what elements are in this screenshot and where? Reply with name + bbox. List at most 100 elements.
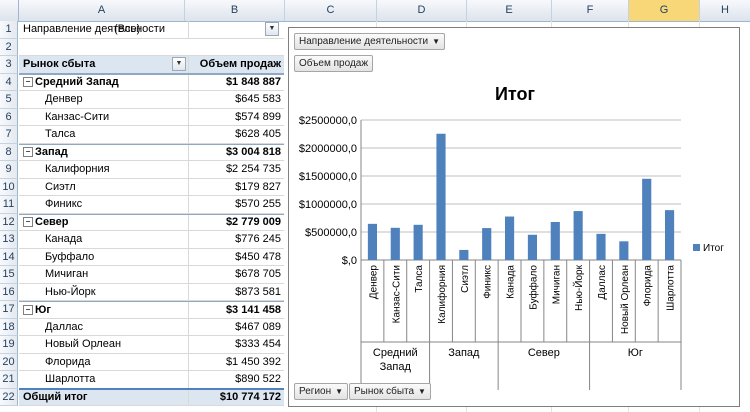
filter-dropdown-icon[interactable]: ▼: [265, 22, 279, 37]
row-value: $2 779 009: [225, 216, 281, 229]
bar: [527, 234, 537, 260]
market-label-cell[interactable]: Канада: [19, 231, 189, 248]
pivot-chart[interactable]: Направление деятельности ▼ Объем продаж И…: [288, 27, 740, 407]
row-header[interactable]: 4: [0, 73, 18, 91]
row-header[interactable]: 22: [0, 388, 18, 406]
market-label-cell[interactable]: Денвер: [19, 91, 189, 108]
row-value: $678 705: [235, 268, 281, 281]
bar: [367, 223, 377, 260]
grand-total-label: Общий итог: [19, 390, 189, 405]
region-label-cell[interactable]: − Средний Запад: [19, 74, 189, 90]
column-header-f[interactable]: F: [552, 0, 629, 21]
x-tick-label: Буффало: [527, 265, 539, 310]
row-value: $890 522: [235, 373, 281, 386]
market-label-cell[interactable]: Калифорния: [19, 161, 189, 178]
collapse-icon[interactable]: −: [23, 77, 33, 88]
row-value: $645 583: [235, 93, 281, 106]
market-label-cell[interactable]: Даллас: [19, 318, 189, 335]
row-value: $179 827: [235, 180, 281, 193]
row-label: Средний Запад: [35, 76, 119, 89]
market-label-cell[interactable]: Буффало: [19, 248, 189, 265]
row-header[interactable]: 16: [0, 283, 18, 301]
row-value: $333 454: [235, 338, 281, 351]
row-header[interactable]: 18: [0, 318, 18, 336]
row-label: Талса: [45, 128, 76, 141]
column-header-g[interactable]: G: [629, 0, 700, 21]
chart-filter-field-label: Направление деятельности: [299, 36, 429, 47]
x-tick-label: Флорида: [643, 265, 654, 307]
region-row: − Юг $3 141 458: [19, 301, 284, 319]
market-label-cell[interactable]: Нью-Йорк: [19, 283, 189, 300]
column-header-b[interactable]: B: [185, 0, 285, 21]
row-header[interactable]: 19: [0, 336, 18, 354]
collapse-icon[interactable]: −: [23, 147, 33, 158]
row-value: $450 478: [235, 250, 281, 263]
chart-title: Итог: [494, 84, 535, 104]
chart-axis-field-market-button[interactable]: Рынок сбыта ▼: [349, 383, 431, 400]
market-label-cell[interactable]: Талса: [19, 126, 189, 143]
row-labels-header[interactable]: Рынок сбыта ▼: [19, 56, 189, 73]
market-label-cell[interactable]: Шарлотта: [19, 371, 189, 388]
column-header-c[interactable]: C: [285, 0, 377, 21]
grand-total-value: $10 774 172: [219, 391, 281, 404]
row-label: Флорида: [45, 355, 91, 368]
chart-filter-field-button[interactable]: Направление деятельности ▼: [294, 33, 445, 50]
row-header[interactable]: 9: [0, 161, 18, 179]
row-header[interactable]: 14: [0, 248, 18, 266]
region-label-cell[interactable]: − Север: [19, 214, 189, 230]
row-header[interactable]: 17: [0, 301, 18, 319]
row-labels-filter-icon[interactable]: ▼: [172, 57, 186, 72]
y-tick-label: $,0: [342, 255, 357, 267]
row-header[interactable]: 12: [0, 213, 18, 231]
column-header-e[interactable]: E: [467, 0, 552, 21]
row-header[interactable]: 1: [0, 21, 18, 39]
x-tick-label: Финикс: [483, 265, 494, 299]
region-label-cell[interactable]: − Запад: [19, 144, 189, 160]
row-header[interactable]: 5: [0, 91, 18, 109]
column-header-d[interactable]: D: [377, 0, 467, 21]
column-header-h[interactable]: H: [700, 0, 750, 21]
row-header[interactable]: 20: [0, 353, 18, 371]
bar: [642, 178, 652, 260]
market-label-cell[interactable]: Финикс: [19, 196, 189, 213]
row-header[interactable]: 6: [0, 108, 18, 126]
market-label-cell[interactable]: Мичиган: [19, 266, 189, 283]
row-label: Запад: [35, 146, 68, 159]
collapse-icon[interactable]: −: [23, 304, 33, 315]
market-row: Денвер $645 583: [19, 91, 284, 109]
row-header[interactable]: 8: [0, 143, 18, 161]
row-header[interactable]: 7: [0, 126, 18, 144]
pivot-header-row: Рынок сбыта ▼ Объем продаж: [19, 56, 284, 74]
x-tick-label: Сиэтл: [460, 265, 471, 293]
chart-axis-field-region-button[interactable]: Регион ▼: [294, 383, 349, 400]
filter-value-cell[interactable]: (Все) ▼: [114, 21, 284, 38]
market-label-cell[interactable]: Сиэтл: [19, 178, 189, 195]
x-tick-label: Талса: [414, 265, 425, 293]
chart-value-field-button[interactable]: Объем продаж: [294, 55, 374, 72]
market-label-cell[interactable]: Канзас-Сити: [19, 108, 189, 125]
row-header[interactable]: 2: [0, 38, 18, 56]
row-label: Север: [35, 216, 69, 229]
column-header-a[interactable]: A: [19, 0, 185, 21]
x-tick-label: Новый Орлеан: [620, 265, 631, 334]
market-row: Даллас $467 089: [19, 318, 284, 336]
group-label: Запад: [448, 347, 480, 359]
row-header[interactable]: 3: [0, 56, 18, 74]
x-tick-label: Шарлотта: [666, 265, 677, 311]
y-tick-label: $1000000,0: [299, 199, 357, 211]
bar: [619, 241, 629, 260]
row-value: $1 848 887: [225, 76, 281, 89]
row-label: Денвер: [45, 93, 83, 106]
select-all-corner[interactable]: [0, 0, 19, 21]
region-label-cell[interactable]: − Юг: [19, 302, 189, 318]
market-label-cell[interactable]: Новый Орлеан: [19, 336, 189, 353]
row-header[interactable]: 21: [0, 371, 18, 389]
row-header[interactable]: 10: [0, 178, 18, 196]
row-header[interactable]: 11: [0, 196, 18, 214]
market-label-cell[interactable]: Флорида: [19, 353, 189, 370]
row-header[interactable]: 13: [0, 231, 18, 249]
collapse-icon[interactable]: −: [23, 217, 33, 228]
market-row: Канада $776 245: [19, 231, 284, 249]
x-tick-label: Канзас-Сити: [391, 265, 402, 323]
row-header[interactable]: 15: [0, 266, 18, 284]
